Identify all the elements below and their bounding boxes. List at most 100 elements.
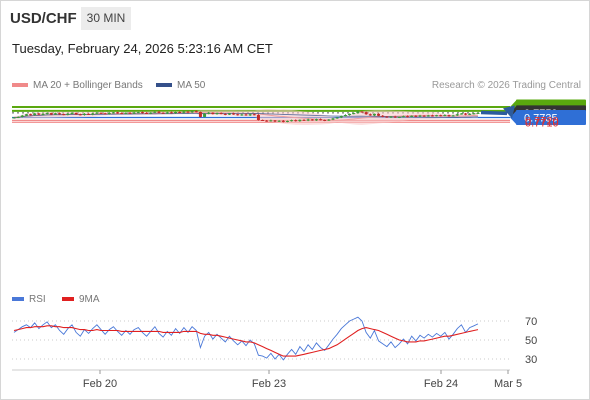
candle-body [16, 116, 20, 118]
legend-9ma-swatch [62, 297, 74, 302]
candle [203, 113, 207, 118]
candle-body [455, 114, 459, 116]
candle [215, 112, 219, 115]
candle [273, 119, 277, 123]
candle-body [447, 115, 451, 117]
legend-rsi-label: RSI [29, 294, 46, 305]
candle-body [372, 113, 376, 116]
candle [418, 114, 422, 117]
x-tick-label-2: Feb 24 [424, 378, 458, 390]
candle [377, 113, 381, 117]
candle [149, 112, 153, 115]
candle [290, 119, 294, 122]
candle [435, 114, 439, 117]
candle-body [360, 111, 364, 113]
candle [132, 111, 136, 114]
candle [323, 119, 327, 122]
candle [124, 112, 128, 115]
candle [136, 111, 140, 114]
candle [443, 114, 447, 117]
candle [319, 118, 323, 121]
candle-body [153, 111, 157, 113]
candle-body [29, 114, 33, 116]
timeframe-button[interactable]: 30 MIN [81, 7, 131, 30]
candle-body [343, 115, 347, 117]
candle [37, 113, 41, 116]
candle-body [256, 115, 260, 120]
x-tick-label-0: Feb 20 [83, 378, 117, 390]
rsi-tick-70: 70 [525, 316, 537, 328]
legend-bollinger: MA 20 + Bollinger Bands [12, 80, 143, 91]
candle-body [111, 112, 115, 114]
candle [298, 119, 302, 122]
candle [120, 112, 124, 115]
level-label-text: 0.7735 [524, 113, 558, 125]
candle-body [103, 113, 107, 115]
candle-body [269, 120, 273, 122]
candle-body [314, 119, 318, 121]
candle-body [182, 111, 186, 113]
candle [385, 116, 389, 118]
candle-body [240, 114, 244, 116]
candle-body [290, 120, 294, 122]
legend-ma50-swatch [156, 83, 172, 88]
candle-body [248, 114, 252, 116]
candle-body [302, 119, 306, 121]
candle-body [78, 114, 82, 116]
candle [87, 113, 91, 116]
candle [12, 117, 16, 119]
candle-body [169, 112, 173, 114]
legend-ma50: MA 50 [156, 80, 205, 91]
forecast-arrow-shaft [480, 110, 508, 116]
candle [95, 111, 99, 114]
candle-body [356, 111, 360, 114]
candle [99, 112, 103, 114]
candle-body [285, 120, 289, 122]
candle [269, 119, 273, 122]
candle-body [310, 119, 314, 121]
report-datetime: Tuesday, February 24, 2026 5:23:16 AM CE… [12, 41, 273, 56]
candle [41, 113, 45, 116]
candle-body [385, 116, 389, 118]
candle [256, 114, 260, 121]
credit-text: Research © 2026 Trading Central [431, 80, 581, 91]
candle-body [422, 115, 426, 117]
candle-body [91, 113, 95, 115]
candle [153, 111, 157, 113]
candle-body [281, 120, 285, 122]
candle-body [207, 112, 211, 114]
candle-body [418, 115, 422, 117]
candle-body [294, 120, 298, 122]
candle [393, 115, 397, 118]
candle-body [107, 112, 111, 115]
candle [70, 112, 74, 115]
candle-body [393, 116, 397, 118]
candle [248, 113, 252, 116]
candle [414, 115, 418, 118]
candle [145, 112, 149, 114]
candle [335, 117, 339, 119]
candle [33, 112, 37, 116]
candle [348, 113, 352, 116]
candle [459, 113, 463, 115]
candle [232, 112, 236, 115]
candle-body [327, 119, 331, 121]
rsi-series-9ma [13, 325, 479, 357]
candle-body [368, 114, 372, 116]
candle-body [364, 112, 368, 115]
level-label-tip [510, 110, 517, 126]
candle-body [82, 113, 86, 116]
candle [426, 114, 430, 117]
candle-body [33, 113, 37, 116]
candle-body [45, 113, 49, 115]
candle [472, 112, 476, 115]
candle [244, 113, 248, 116]
x-tick-label-3: Mar 5 [494, 378, 522, 390]
candle [360, 111, 364, 113]
candle-body [20, 115, 24, 117]
candle-body [443, 115, 447, 117]
candle [20, 114, 24, 118]
candle-body [194, 111, 198, 113]
candle [78, 113, 82, 116]
